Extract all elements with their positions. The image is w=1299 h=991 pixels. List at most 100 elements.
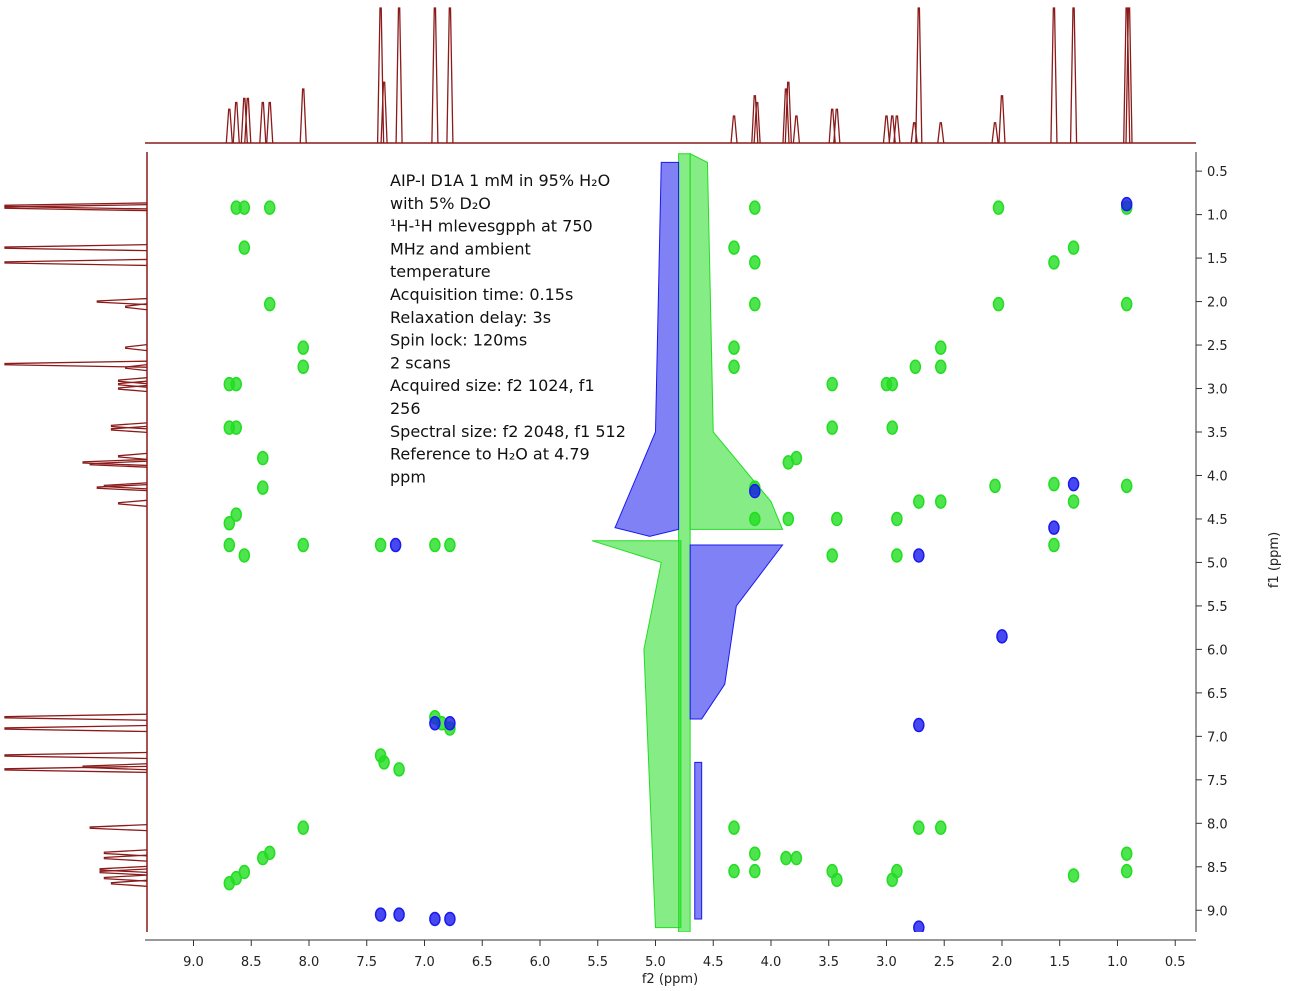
cross-peak <box>749 846 761 861</box>
water-contour <box>614 161 680 537</box>
cross-peak <box>444 716 456 731</box>
projection-peak-f1 <box>103 874 148 882</box>
cross-peak <box>1120 478 1133 494</box>
y-tick-label: 8.0 <box>1207 817 1228 832</box>
y-tick-label: 9.0 <box>1207 904 1228 919</box>
cross-peak <box>790 850 803 866</box>
cross-peak <box>444 911 456 927</box>
annotation-line: Spin lock: 120ms <box>390 331 527 350</box>
projection-peak <box>828 108 836 144</box>
projection-peak <box>915 7 923 144</box>
cross-peak <box>1067 494 1080 509</box>
annotation-line: AIP-I D1A 1 mM in 95% H₂O <box>390 171 610 190</box>
projection-peak-f1 <box>4 244 148 252</box>
projection-peak <box>266 101 274 144</box>
projection-peak <box>376 7 385 144</box>
projection-peak-f1 <box>99 865 148 874</box>
annotation-line: MHz and ambient <box>390 239 531 258</box>
annotation-line: Acquisition time: 0.15s <box>390 285 573 304</box>
projection-peak-f1 <box>117 452 148 460</box>
y-tick-label: 5.5 <box>1207 600 1228 615</box>
annotation-line: ppm <box>390 467 426 486</box>
cross-peak <box>1120 846 1133 861</box>
projection-peak <box>225 108 233 144</box>
projection-peak-f1 <box>4 751 148 760</box>
projection-peak <box>244 97 252 144</box>
projection-peak <box>299 88 307 144</box>
projection-peak <box>446 7 454 144</box>
cross-peak <box>297 359 309 375</box>
y-tick-label: 4.0 <box>1207 469 1228 484</box>
cross-peak <box>238 864 251 880</box>
annotation-line: ¹H-¹H mlevesgpph at 750 <box>390 217 593 236</box>
x-tick-label: 3.0 <box>876 955 897 970</box>
annotation-line: with 5% D₂O <box>390 194 491 213</box>
projection-peak-f1 <box>4 360 148 368</box>
x-tick-label: 6.5 <box>472 955 493 970</box>
cross-peak <box>996 629 1008 644</box>
annotation-line: 2 scans <box>390 353 451 372</box>
cross-peak <box>257 450 269 466</box>
projection-peak-f1 <box>125 344 148 352</box>
cross-peak <box>913 717 925 733</box>
x-axis-label: f2 (ppm) <box>642 972 698 987</box>
cross-peak <box>1048 520 1060 535</box>
projection-peak <box>991 122 999 144</box>
projection-peak-f1 <box>89 824 148 832</box>
cross-peak <box>1048 476 1060 492</box>
cross-peak <box>935 494 947 509</box>
cross-peak <box>429 911 441 927</box>
projection-peak <box>395 7 403 144</box>
cross-peak <box>826 548 838 563</box>
projection-peak <box>753 101 761 144</box>
x-tick-label: 5.0 <box>645 955 666 970</box>
projection-peak <box>431 7 439 144</box>
projection-peak <box>232 101 240 144</box>
y-tick-label: 1.5 <box>1207 252 1228 267</box>
projection-peak-f1 <box>117 377 148 385</box>
water-contour <box>689 544 784 720</box>
projection-peak-f1 <box>103 854 148 862</box>
projection-peak-f1 <box>110 422 148 430</box>
cross-peak <box>782 511 795 527</box>
cross-peak <box>238 240 251 255</box>
cross-peak <box>913 820 925 835</box>
cross-peak <box>374 537 387 553</box>
cross-peak <box>826 420 838 435</box>
x-tick-label: 2.5 <box>934 955 955 970</box>
projection-peak-f1 <box>4 202 148 210</box>
projection-peak-f1 <box>4 765 148 774</box>
cross-peak <box>223 516 236 531</box>
y-tick-label: 1.0 <box>1207 209 1228 224</box>
cross-peak <box>1120 196 1133 212</box>
cross-peak <box>913 920 925 932</box>
cross-peak <box>780 850 792 866</box>
y-tick-label: 7.0 <box>1207 730 1228 745</box>
cross-peak <box>263 845 276 861</box>
cross-peak <box>1067 476 1080 492</box>
cross-peak <box>1048 255 1060 270</box>
cross-peak <box>989 478 1001 494</box>
projection-peak <box>751 95 759 144</box>
projection-peak <box>882 115 891 144</box>
cross-peak <box>935 820 947 835</box>
projection-peak-f1 <box>96 297 148 306</box>
x-tick-label: 8.5 <box>241 955 262 970</box>
projection-peak-f1 <box>99 868 148 876</box>
cross-peak <box>393 907 405 922</box>
cross-peak <box>429 537 441 553</box>
cross-peak <box>891 511 903 527</box>
cross-peak <box>790 450 803 466</box>
cross-peak <box>1120 863 1133 879</box>
cross-peak <box>230 507 242 522</box>
projection-peak-f1 <box>117 384 148 393</box>
y-tick-label: 5.0 <box>1207 556 1228 571</box>
cross-peak <box>728 340 740 355</box>
x-tick-label: 7.0 <box>414 955 435 970</box>
cross-peak <box>374 907 387 922</box>
projection-peak <box>937 122 945 144</box>
cross-peak <box>886 872 898 888</box>
cross-peak <box>992 200 1005 215</box>
cross-peak <box>886 420 898 435</box>
